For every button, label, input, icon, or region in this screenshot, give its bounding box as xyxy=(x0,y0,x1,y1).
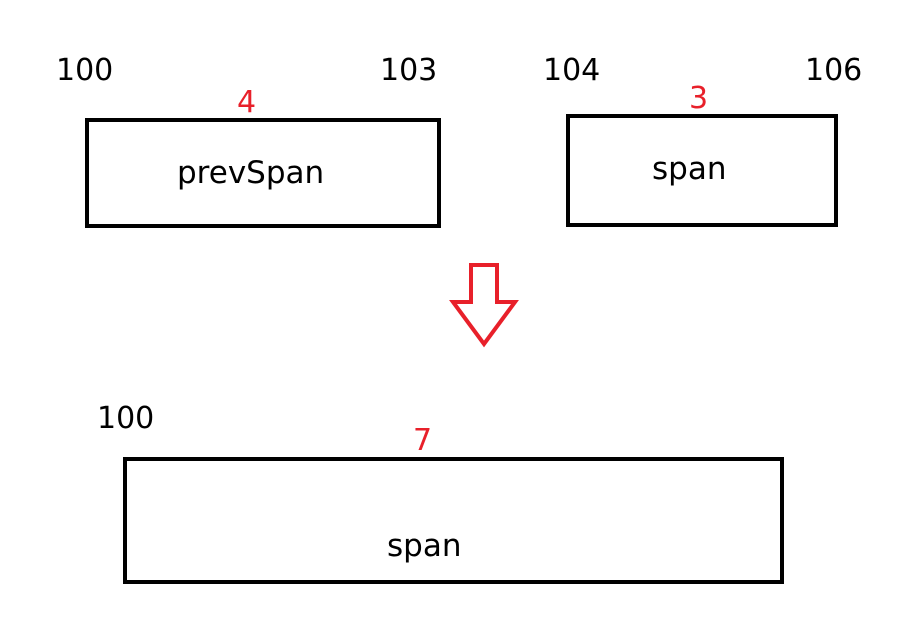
prev-span-end: 103 xyxy=(380,53,438,88)
merged-span-label: span xyxy=(387,528,462,564)
span-length: 3 xyxy=(689,81,709,116)
span-end: 106 xyxy=(805,53,863,88)
merged-span-start: 100 xyxy=(97,401,155,436)
prev-span-label: prevSpan xyxy=(177,155,325,191)
down-arrow-shape xyxy=(449,263,519,348)
prev-span-length: 4 xyxy=(237,85,257,120)
down-arrow-icon xyxy=(449,263,519,348)
merged-span-length: 7 xyxy=(413,423,433,458)
prev-span-start: 100 xyxy=(56,53,114,88)
span-box: span xyxy=(566,114,838,227)
merged-span-box: span xyxy=(123,457,784,584)
span-start: 104 xyxy=(543,53,601,88)
prev-span-box: prevSpan xyxy=(85,118,441,228)
span-label: span xyxy=(652,151,727,187)
